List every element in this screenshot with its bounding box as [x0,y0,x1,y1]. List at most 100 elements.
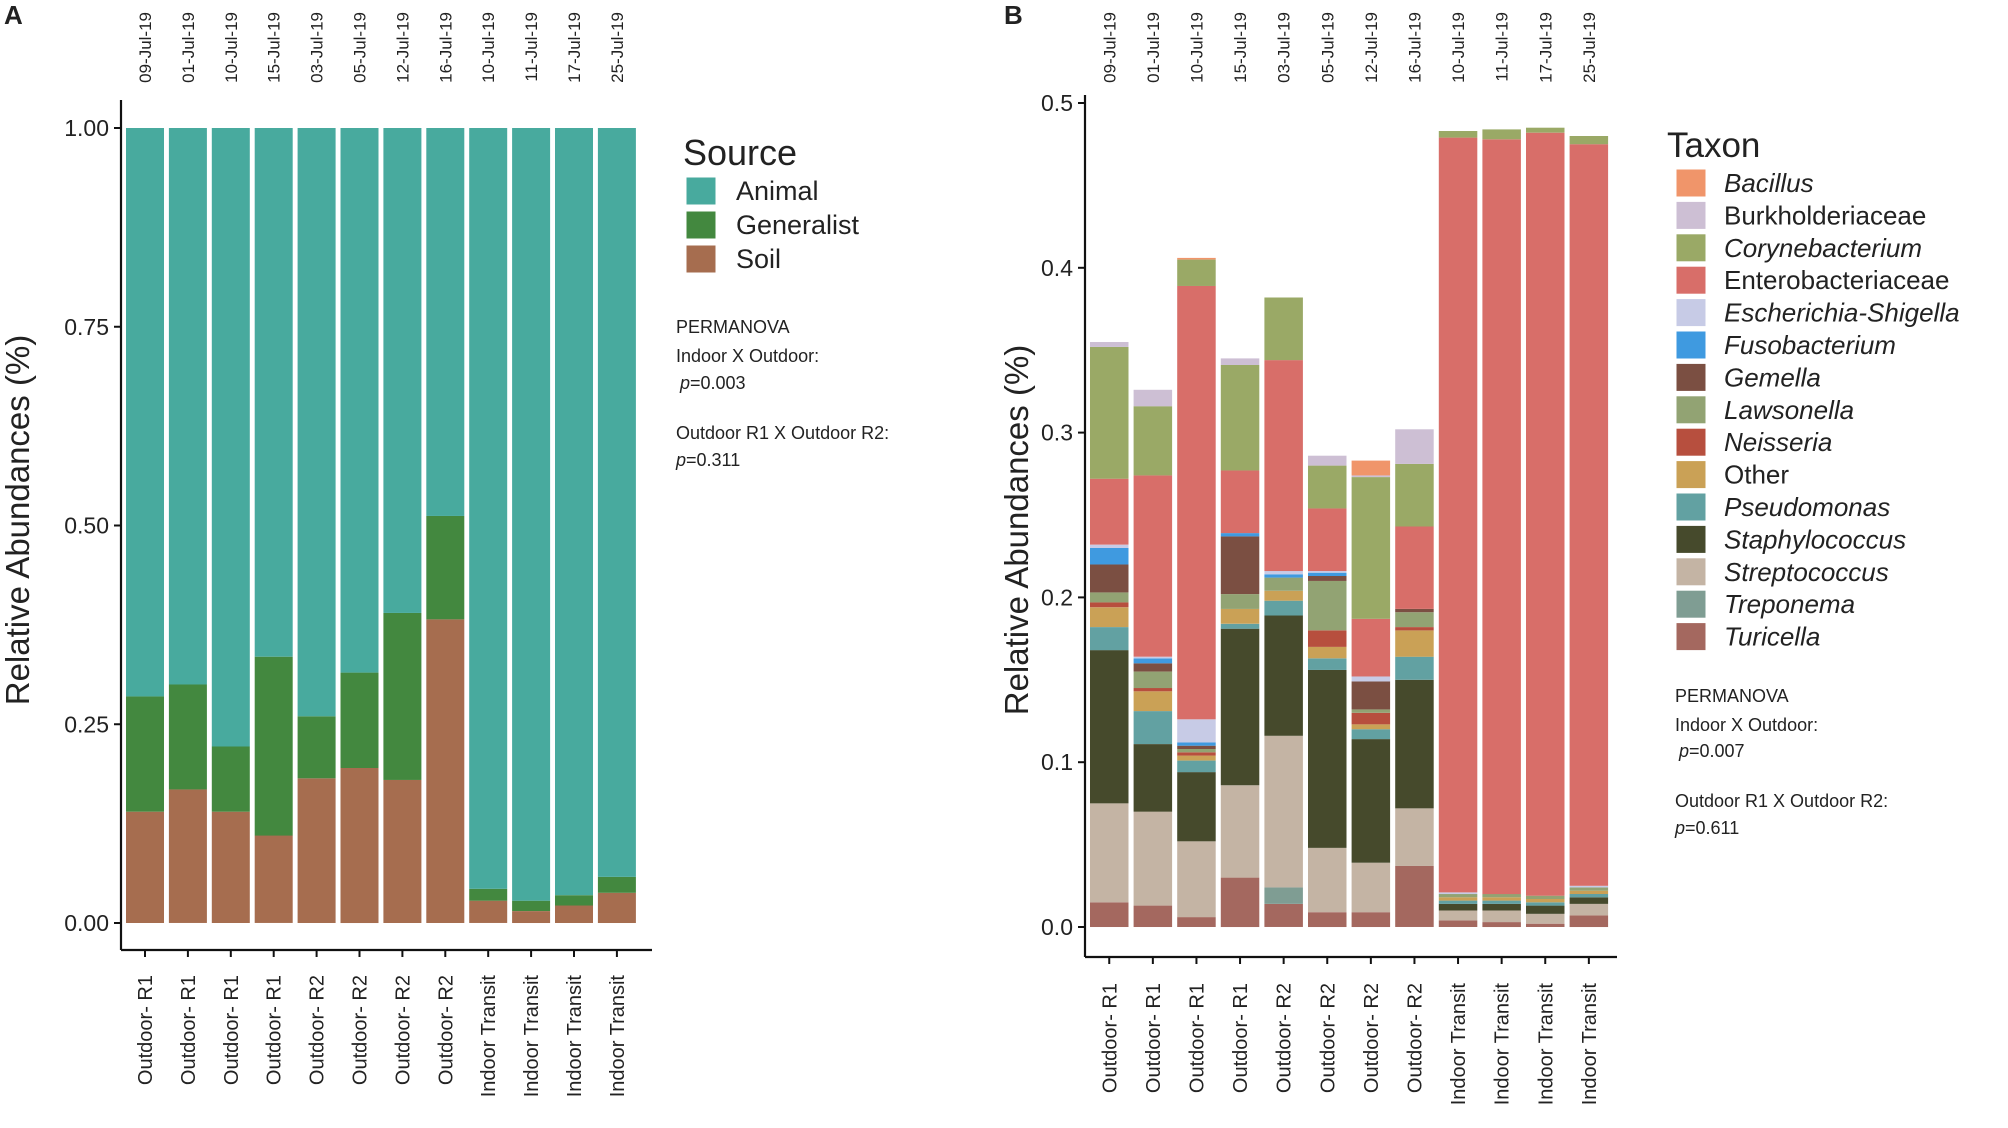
panel-b-bar-9-streptococcus [1438,910,1478,921]
panel-a-bar-4-soil [254,835,293,923]
panel-b-legend-label-bacillus: Bacillus [1724,168,1814,198]
panel-a-category-label: Outdoor- R2 [392,975,414,1085]
panel-b-category-label: Indoor Transit [1448,983,1470,1106]
panel-b-legend-label-fusobacterium: Fusobacterium [1724,330,1896,360]
panel-a-category-label: Outdoor- R1 [178,975,200,1085]
panel-b-bar-7-lawsonella [1351,709,1391,713]
panel-a-permanova-p2: p=0.311 [675,450,740,470]
panel-b-bar-12-streptococcus [1569,903,1609,916]
panel-b-bar-3-fusobacterium [1177,742,1216,746]
panel-a-bar-11-animal [555,128,593,896]
panel-b-bar-2-other [1133,691,1173,712]
panel-b-legend-label-pseudomonas: Pseudomonas [1724,492,1890,522]
panel-b-legend-swatch-burkholderiaceae [1675,200,1707,230]
panel-b-legend-label-treponema: Treponema [1724,589,1855,619]
panel-a-bar-8-soil [426,619,465,923]
panel-a-y-tick-label: 0.75 [64,314,109,340]
panel-b-bar-2-gemella [1133,663,1173,672]
panel-b-chart: 0.00.10.20.30.40.5 Outdoor- R1 Outdoor- R… [998,12,1960,1105]
panel-b-bar-12-lawsonella [1569,887,1609,891]
panel-a-bar-6-animal [340,128,379,673]
panel-b-bar-3-escherichia-shigella [1177,719,1216,743]
panel-b-date-label: 12-Jul-19 [1362,12,1381,83]
panel-b-bar-7-other [1351,724,1391,730]
panel-b-bar-4-lawsonella [1220,594,1260,609]
panel-b-bar-1-turicella [1090,902,1129,928]
panel-b-bar-8-pseudomonas [1395,656,1434,680]
panel-b-bar-12-enterobacteriaceae [1569,144,1609,886]
panel-b-legend-label-escherichia-shigella: Escherichia-Shigella [1724,298,1960,328]
panel-b-bar-6-corynebacterium [1308,465,1347,509]
panel-b-bar-7-pseudomonas [1351,729,1391,740]
panel-b-category-label: Indoor Transit [1579,983,1601,1106]
panel-b-bar-2-escherichia-shigella [1133,656,1173,659]
panel-b-legend: Taxon BacillusBurkholderiaceaeCorynebact… [1667,126,1960,652]
panel-a-bar-3-generalist [211,746,250,812]
panel-a-date-label: 11-Jul-19 [522,12,541,82]
panel-b-bar-3-pseudomonas [1177,760,1216,773]
panel-b-bar-2-staphylococcus [1133,744,1173,812]
panel-a-bar-4-animal [254,128,293,657]
panel-b-legend-swatch-turicella [1675,622,1707,652]
panel-b-date-label: 16-Jul-19 [1405,12,1424,83]
panel-a-bar-4-generalist [254,656,293,836]
panel-a-legend-label-soil: Soil [736,244,781,274]
panel-b-legend-swatch-bacillus [1675,168,1707,198]
panel-b-legend-swatch-fusobacterium [1675,330,1707,360]
panel-b-legend-label-other: Other [1724,460,1789,490]
panel-b-y-tick-label: 0.0 [1041,914,1073,940]
panel-b-bar-12-other [1569,890,1609,894]
panel-b-bar-8-streptococcus [1395,808,1434,866]
panel-b-legend-label-staphylococcus: Staphylococcus [1724,524,1906,554]
panel-b-bar-5-corynebacterium [1264,297,1303,361]
panel-b-bar-12-turicella [1569,915,1609,928]
panel-b-bar-4-staphylococcus [1220,628,1260,786]
panel-a-x-ticks: Outdoor- R1 Outdoor- R1 Outdoor- R1 Outdoor… [135,950,629,1097]
panel-b-legend-label-turicella: Turicella [1724,622,1820,652]
panel-a-bar-1-animal [126,128,164,697]
panel-b-date-label: 25-Jul-19 [1580,12,1599,83]
panel-b-bar-4-streptococcus [1220,785,1260,878]
panel-a-legend-swatch-animal [685,176,717,206]
panel-b-bar-7-gemella [1351,681,1391,710]
panel-b-permanova-title: PERMANOVA [1675,686,1789,706]
panel-b-p1-value: =0.007 [1689,741,1745,761]
panel-b-bar-11-lawsonella [1526,895,1565,899]
panel-b-y-tick-label: 0.4 [1041,255,1073,281]
panel-a-bar-10-soil [512,911,551,924]
panel-a-category-label: Outdoor- R1 [135,975,157,1085]
panel-b-bar-8-neisseria [1395,627,1434,631]
panel-b-bar-3-lawsonella [1177,749,1216,753]
panel-b-bar-1-burkholderiaceae [1090,342,1129,347]
panel-b-bar-5-lawsonella [1264,577,1303,591]
panel-a-p2-label: p [675,450,686,470]
panel-b-bar-4-other [1220,608,1260,624]
panel-b-bar-7-corynebacterium [1351,477,1391,619]
panel-b-bar-11-staphylococcus [1526,905,1565,914]
panel-b-bar-11-streptococcus [1526,913,1565,924]
panel-b-date-label: 10-Jul-19 [1449,12,1468,83]
panel-b-bar-7-bacillus [1351,460,1391,476]
panel-a-y-ticks: 0.00 0.25 0.50 0.75 1.00 [64,115,121,936]
panel-a-date-label: 05-Jul-19 [351,12,370,83]
panel-b-legend-label-neisseria: Neisseria [1724,427,1832,457]
panel-b-bar-1-neisseria [1090,602,1129,608]
panel-b-date-label: 15-Jul-19 [1231,12,1250,83]
panel-a-letter: A [4,0,23,30]
panel-a-bar-6-generalist [340,672,379,768]
panel-b-bar-3-enterobacteriaceae [1177,285,1216,720]
panel-b-y-tick-label: 0.2 [1041,584,1073,610]
panel-b-date-label: 10-Jul-19 [1187,12,1206,83]
panel-a-p1-label: p [679,373,690,393]
panel-a-date-label: 25-Jul-19 [608,12,627,83]
panel-b-bar-9-turicella [1438,920,1478,927]
panel-b-legend-swatch-other [1675,460,1707,490]
panel-a-date-label: 09-Jul-19 [136,12,155,83]
panel-a-category-label: Indoor Transit [564,975,586,1098]
panel-b-bar-4-fusobacterium [1220,533,1260,537]
panel-b-y-label: Relative Abundances (%) [998,345,1035,716]
panel-a-annotation: PERMANOVA Indoor X Outdoor: p=0.003 Outd… [675,317,889,470]
panel-a-bar-12-generalist [597,876,636,893]
panel-b-x-ticks: Outdoor- R1 Outdoor- R1 Outdoor- R1 Outdoor… [1099,957,1601,1105]
